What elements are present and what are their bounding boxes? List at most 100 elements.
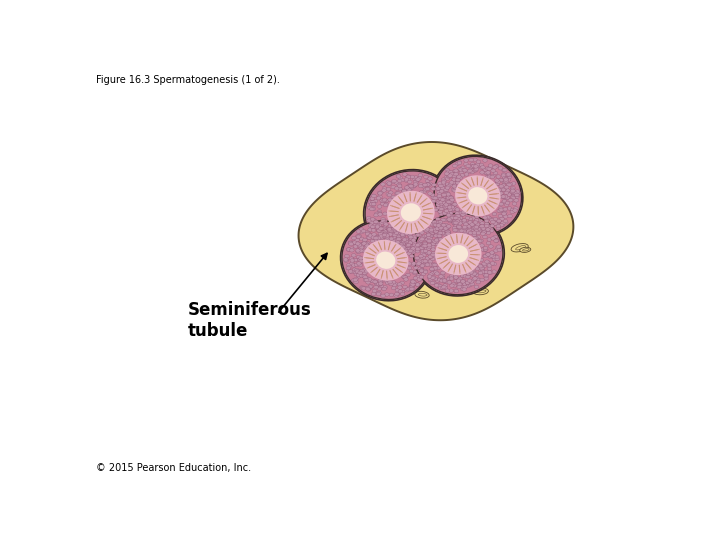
Circle shape	[503, 177, 507, 180]
Circle shape	[385, 281, 390, 285]
Circle shape	[503, 211, 507, 214]
Circle shape	[422, 190, 427, 193]
Circle shape	[489, 245, 493, 248]
Circle shape	[462, 168, 467, 172]
Circle shape	[387, 229, 392, 232]
Circle shape	[450, 216, 454, 220]
Circle shape	[410, 279, 415, 283]
Circle shape	[415, 283, 420, 286]
Circle shape	[411, 263, 415, 266]
Circle shape	[436, 284, 441, 288]
Circle shape	[454, 221, 459, 224]
Circle shape	[491, 237, 495, 240]
Circle shape	[416, 257, 420, 260]
Circle shape	[346, 248, 351, 251]
Circle shape	[460, 174, 464, 177]
Circle shape	[485, 252, 490, 255]
Circle shape	[506, 173, 510, 176]
Circle shape	[387, 244, 392, 247]
Circle shape	[408, 180, 412, 184]
Circle shape	[495, 255, 499, 259]
Circle shape	[507, 183, 511, 186]
Circle shape	[382, 199, 387, 202]
Circle shape	[487, 271, 492, 274]
Circle shape	[488, 255, 493, 259]
Circle shape	[407, 188, 411, 191]
Circle shape	[391, 185, 395, 189]
Circle shape	[442, 202, 447, 206]
Circle shape	[445, 230, 449, 233]
Circle shape	[443, 233, 447, 236]
Circle shape	[443, 212, 448, 215]
Circle shape	[431, 242, 436, 246]
Circle shape	[351, 241, 356, 245]
Circle shape	[430, 267, 434, 271]
Circle shape	[495, 239, 499, 242]
Circle shape	[434, 230, 438, 233]
Circle shape	[405, 231, 410, 234]
Circle shape	[373, 224, 377, 227]
Circle shape	[452, 284, 456, 287]
Circle shape	[379, 284, 384, 288]
Circle shape	[354, 280, 359, 284]
Circle shape	[449, 211, 454, 214]
Circle shape	[448, 219, 453, 223]
Circle shape	[433, 234, 438, 238]
Circle shape	[433, 223, 438, 227]
Circle shape	[480, 232, 485, 235]
Circle shape	[513, 191, 517, 194]
Circle shape	[474, 237, 479, 240]
Circle shape	[444, 198, 449, 201]
Circle shape	[448, 195, 453, 199]
Circle shape	[488, 164, 493, 167]
Circle shape	[426, 261, 430, 265]
Circle shape	[369, 220, 374, 223]
Circle shape	[514, 199, 518, 202]
Circle shape	[441, 187, 445, 190]
Circle shape	[482, 231, 486, 234]
Circle shape	[485, 224, 490, 227]
Circle shape	[419, 267, 424, 271]
Circle shape	[451, 282, 456, 286]
Circle shape	[498, 188, 502, 192]
Circle shape	[476, 227, 481, 231]
Circle shape	[483, 248, 488, 251]
Circle shape	[356, 234, 361, 238]
Circle shape	[491, 253, 495, 257]
Circle shape	[474, 230, 479, 233]
Circle shape	[476, 231, 481, 235]
Circle shape	[402, 239, 406, 242]
Circle shape	[486, 172, 491, 175]
Circle shape	[459, 281, 464, 285]
Circle shape	[387, 280, 392, 284]
Circle shape	[454, 221, 458, 225]
Circle shape	[420, 251, 425, 255]
Circle shape	[402, 275, 407, 279]
Circle shape	[438, 278, 442, 281]
Circle shape	[457, 161, 462, 165]
Circle shape	[436, 227, 441, 231]
Circle shape	[479, 266, 484, 269]
Circle shape	[481, 248, 485, 251]
Circle shape	[423, 249, 428, 253]
Circle shape	[440, 198, 444, 201]
Circle shape	[473, 221, 478, 224]
Circle shape	[441, 285, 446, 289]
Circle shape	[433, 230, 438, 233]
Circle shape	[487, 175, 492, 178]
Circle shape	[372, 219, 377, 222]
Circle shape	[493, 217, 498, 221]
Circle shape	[378, 280, 383, 284]
Circle shape	[441, 198, 446, 201]
Circle shape	[461, 280, 465, 283]
Circle shape	[419, 268, 423, 272]
Circle shape	[502, 180, 507, 184]
Circle shape	[452, 226, 457, 230]
Circle shape	[438, 197, 444, 201]
Circle shape	[436, 203, 441, 207]
Circle shape	[487, 264, 492, 267]
Circle shape	[501, 174, 506, 177]
Circle shape	[440, 279, 444, 282]
Circle shape	[382, 227, 387, 230]
Circle shape	[368, 286, 372, 289]
